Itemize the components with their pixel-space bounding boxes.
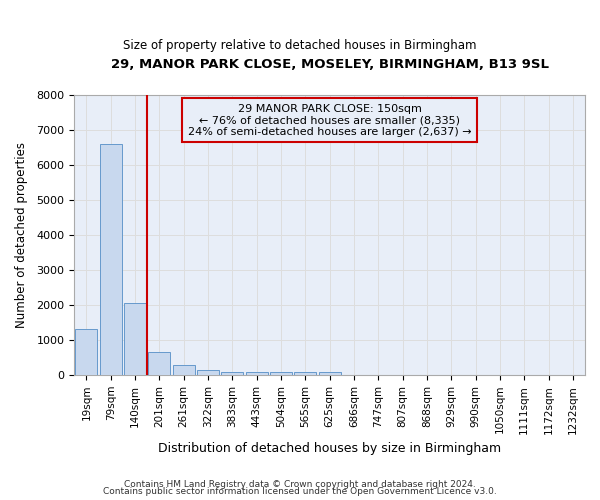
Text: Contains public sector information licensed under the Open Government Licence v3: Contains public sector information licen… (103, 488, 497, 496)
Text: Size of property relative to detached houses in Birmingham: Size of property relative to detached ho… (123, 38, 477, 52)
Title: 29, MANOR PARK CLOSE, MOSELEY, BIRMINGHAM, B13 9SL: 29, MANOR PARK CLOSE, MOSELEY, BIRMINGHA… (110, 58, 548, 70)
X-axis label: Distribution of detached houses by size in Birmingham: Distribution of detached houses by size … (158, 442, 501, 455)
Y-axis label: Number of detached properties: Number of detached properties (15, 142, 28, 328)
Bar (295, 372, 316, 375)
Bar (245, 372, 268, 375)
Bar (76, 330, 97, 375)
Bar (173, 365, 194, 375)
Bar (270, 372, 292, 375)
Bar (197, 370, 219, 375)
Bar (100, 144, 122, 375)
Bar (319, 372, 341, 375)
Bar (124, 303, 146, 375)
Text: Contains HM Land Registry data © Crown copyright and database right 2024.: Contains HM Land Registry data © Crown c… (124, 480, 476, 489)
Text: 29 MANOR PARK CLOSE: 150sqm
← 76% of detached houses are smaller (8,335)
24% of : 29 MANOR PARK CLOSE: 150sqm ← 76% of det… (188, 104, 472, 137)
Bar (221, 372, 243, 375)
Bar (148, 352, 170, 375)
